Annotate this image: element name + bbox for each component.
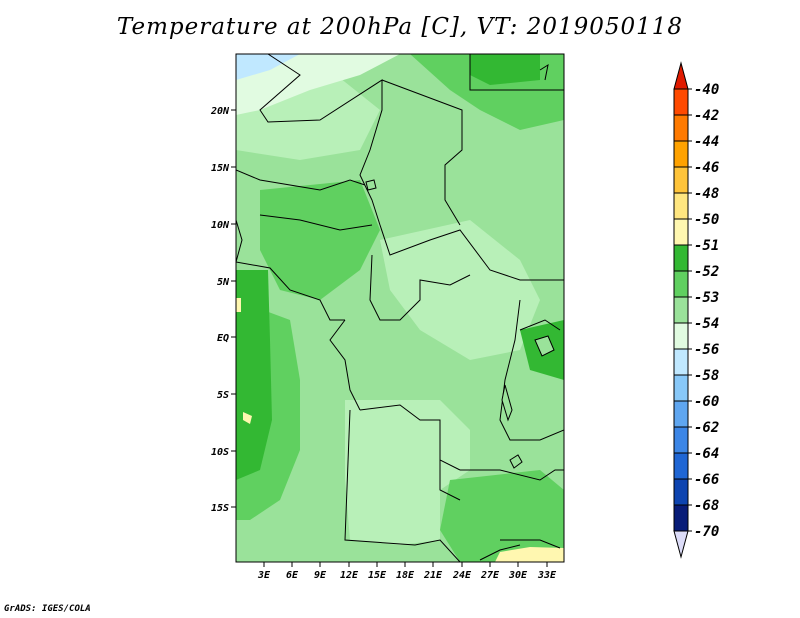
colorbar-swatch — [673, 504, 689, 532]
colorbar-label: -44 — [694, 134, 719, 150]
colorbar-swatch — [673, 374, 689, 402]
colorbar-swatch — [673, 244, 689, 272]
colorbar-label: -46 — [694, 160, 719, 176]
country-borders — [236, 54, 564, 562]
lat-label: 5N — [217, 277, 230, 288]
very-light-area-nw — [236, 54, 400, 115]
darkest-area-coast — [236, 270, 272, 480]
map-frame — [235, 53, 565, 563]
warm-patch-west — [236, 298, 241, 312]
lat-label: 10N — [211, 220, 230, 231]
longitude-axis — [263, 562, 548, 567]
colorbar-label: -51 — [694, 238, 719, 254]
colorbar-swatch — [673, 400, 689, 428]
lon-label: 12E — [340, 570, 359, 581]
lon-label: 21E — [423, 570, 443, 581]
colorbar-label: -56 — [694, 342, 719, 358]
lat-label: EQ — [217, 333, 229, 344]
dark-area-southeast — [440, 470, 564, 562]
lat-label: 15S — [211, 503, 229, 514]
cold-area-nw — [236, 54, 300, 80]
lat-label: 15N — [211, 163, 230, 174]
grads-credit: GrADS: IGES/COLA — [4, 604, 91, 614]
colorbar-swatch — [673, 114, 689, 142]
dark-area-central — [260, 180, 380, 300]
colorbar-label: -66 — [694, 472, 719, 488]
colorbar-label: -52 — [694, 264, 719, 280]
lat-label: 20N — [210, 106, 230, 117]
colorbar-label: -64 — [694, 446, 719, 462]
colorbar-swatch — [673, 218, 689, 246]
lon-label: 24E — [452, 570, 472, 581]
colorbar-label: -58 — [694, 368, 719, 384]
colorbar-swatch — [673, 452, 689, 480]
lon-label: 9E — [314, 570, 327, 581]
lon-label: 6E — [286, 570, 299, 581]
colorbar-swatch — [673, 140, 689, 168]
colorbar-label: -42 — [694, 108, 719, 124]
light-area-east — [380, 220, 540, 360]
colorbar-swatch — [673, 166, 689, 194]
temperature-field — [236, 54, 564, 562]
colorbar-label: -60 — [694, 394, 719, 410]
colorbar-top-arrow — [673, 61, 689, 90]
darkest-area-north — [470, 54, 540, 85]
warm-patch-south — [495, 547, 564, 562]
colorbar-label: -48 — [694, 186, 719, 202]
light-area-south — [345, 400, 470, 545]
lat-label: 10S — [211, 447, 229, 458]
lon-label: 3E — [257, 570, 271, 581]
warm-patch-west-2 — [243, 412, 252, 424]
lon-label: 33E — [537, 570, 557, 581]
colorbar-legend: -40 -42 -44 -46 -48 -50 -51 -52 -53 -54 -56 -58 -60 -… — [673, 61, 719, 559]
colorbar-swatch — [673, 322, 689, 350]
lon-label: 18E — [396, 570, 415, 581]
colorbar-label: -50 — [694, 212, 719, 228]
latitude-axis — [231, 109, 236, 508]
colorbar-swatch — [673, 192, 689, 220]
colorbar-label: -62 — [694, 420, 719, 436]
lon-label: 15E — [368, 570, 387, 581]
colorbar-label: -68 — [694, 498, 719, 514]
colorbar-swatch — [673, 478, 689, 506]
colorbar-swatch — [673, 348, 689, 376]
colorbar-swatch — [673, 296, 689, 324]
colorbar-swatch — [673, 426, 689, 454]
colorbar-bottom-arrow — [673, 530, 689, 559]
colorbar-swatch — [673, 88, 689, 116]
lakes — [365, 179, 555, 469]
chart-title: Temperature at 200hPa [C], VT: 201905011… — [116, 14, 684, 40]
colorbar-label: -40 — [694, 82, 719, 98]
lon-label: 27E — [480, 570, 500, 581]
colorbar-label: -54 — [694, 316, 719, 332]
lat-label: 5S — [217, 390, 229, 401]
colorbar-label: -70 — [694, 524, 719, 540]
colorbar-swatch — [673, 270, 689, 298]
lon-label: 30E — [508, 570, 528, 581]
colorbar-label: -53 — [694, 290, 719, 306]
